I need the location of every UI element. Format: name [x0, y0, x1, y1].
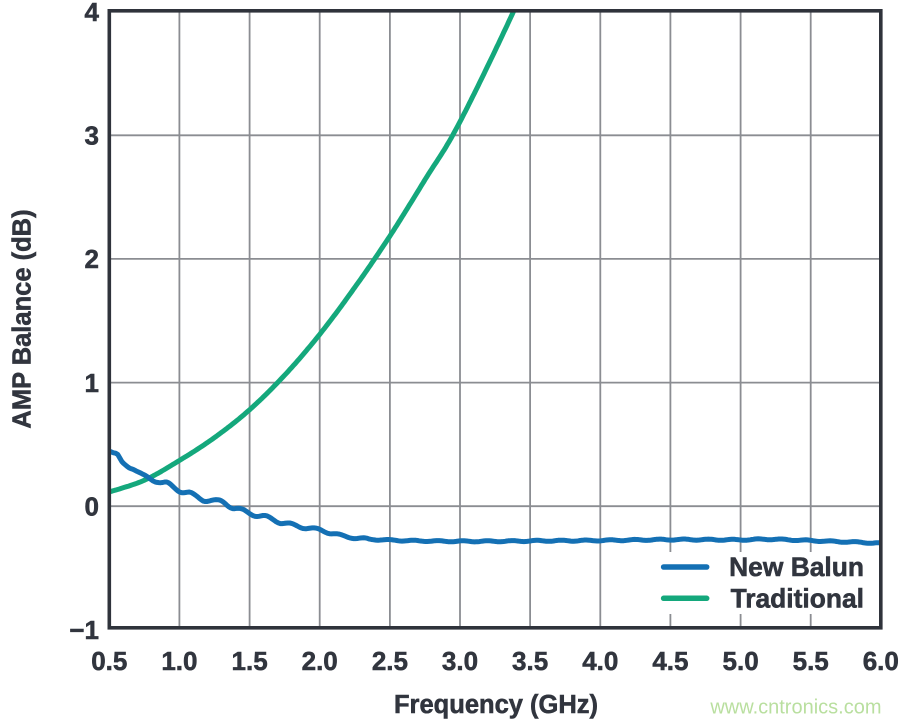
- svg-text:2.5: 2.5: [372, 646, 408, 676]
- svg-text:5.0: 5.0: [723, 646, 759, 676]
- svg-text:Frequency (GHz): Frequency (GHz): [394, 691, 598, 719]
- svg-text:www.cntronics.com: www.cntronics.com: [709, 697, 881, 719]
- svg-text:1.5: 1.5: [232, 646, 268, 676]
- svg-text:3: 3: [85, 121, 99, 151]
- svg-text:6.0: 6.0: [863, 646, 899, 676]
- svg-text:−1: −1: [69, 615, 99, 645]
- svg-text:0.5: 0.5: [91, 646, 127, 676]
- svg-text:0: 0: [85, 492, 99, 522]
- svg-text:New Balun: New Balun: [729, 552, 864, 582]
- svg-text:2: 2: [85, 244, 99, 274]
- svg-text:4: 4: [85, 0, 100, 27]
- svg-text:4.5: 4.5: [652, 646, 688, 676]
- svg-text:3.5: 3.5: [512, 646, 548, 676]
- svg-text:5.5: 5.5: [793, 646, 829, 676]
- svg-text:2.0: 2.0: [302, 646, 338, 676]
- svg-text:3.0: 3.0: [442, 646, 478, 676]
- svg-text:1: 1: [85, 368, 99, 398]
- svg-text:AMP Balance (dB): AMP Balance (dB): [9, 209, 37, 428]
- svg-text:1.0: 1.0: [161, 646, 197, 676]
- svg-text:Traditional: Traditional: [731, 584, 864, 614]
- svg-text:4.0: 4.0: [582, 646, 618, 676]
